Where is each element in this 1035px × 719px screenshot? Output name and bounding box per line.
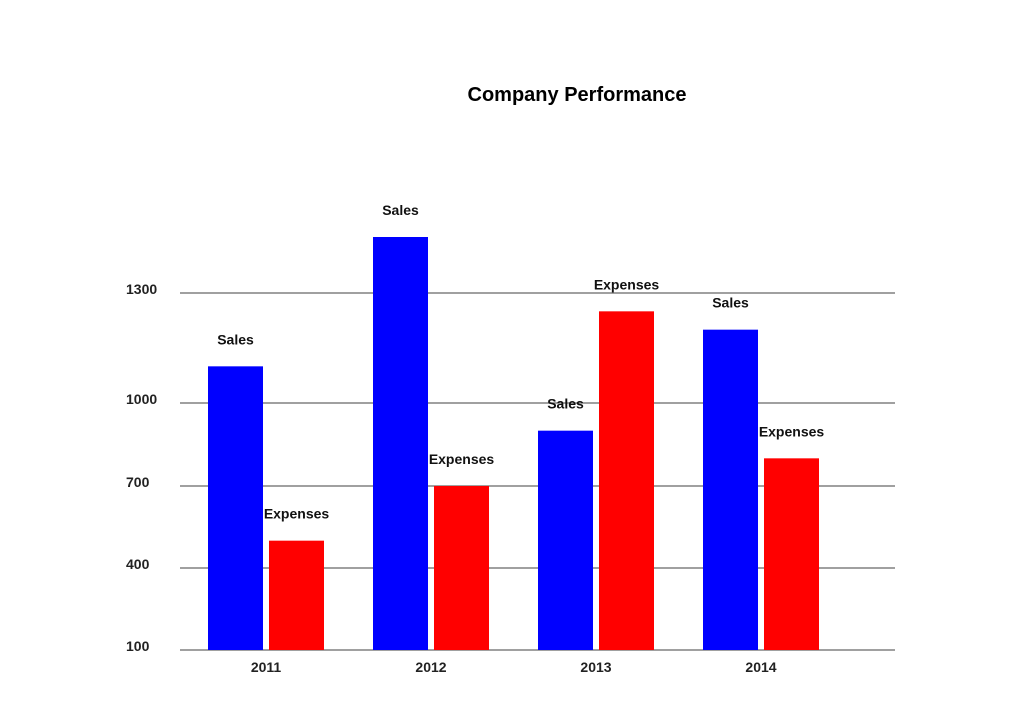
y-tick-label: 1300 — [126, 281, 157, 297]
y-tick-label: 700 — [126, 474, 150, 490]
chart-title: Company Performance — [468, 84, 687, 106]
bar-label-sales-2012: Sales — [382, 202, 419, 218]
bar-expenses-2011 — [269, 540, 324, 650]
y-axis-ticks: 100 400 700 1000 1300 — [126, 281, 157, 654]
y-tick-label: 100 — [126, 638, 150, 654]
bar-label-expenses-2013: Expenses — [594, 276, 660, 292]
bar-label-expenses-2014: Expenses — [759, 423, 825, 439]
x-tick-label-2013: 2013 — [580, 659, 611, 675]
x-tick-label-2014: 2014 — [745, 659, 776, 675]
bar-sales-2012 — [373, 237, 428, 650]
bars — [208, 237, 819, 650]
y-tick-label: 400 — [126, 556, 150, 572]
bar-sales-2011 — [208, 366, 263, 650]
bar-labels: Sales Expenses Sales Expenses Sales Expenses S… — [217, 202, 824, 522]
bar-label-sales-2014: Sales — [712, 295, 749, 311]
bar-label-sales-2013: Sales — [547, 396, 584, 412]
bar-label-expenses-2012: Expenses — [429, 451, 495, 467]
x-axis-ticks: 2011 2012 2013 2014 — [251, 659, 777, 675]
x-tick-label-2011: 2011 — [251, 659, 282, 675]
bar-label-sales-2011: Sales — [217, 331, 254, 347]
y-tick-label: 1000 — [126, 391, 157, 407]
bar-expenses-2012 — [434, 486, 489, 650]
bar-sales-2013 — [538, 430, 593, 650]
bar-sales-2014 — [703, 329, 758, 650]
bar-expenses-2013 — [599, 311, 654, 650]
bar-label-expenses-2011: Expenses — [264, 506, 330, 522]
bar-expenses-2014 — [764, 458, 819, 650]
x-tick-label-2012: 2012 — [415, 659, 446, 675]
